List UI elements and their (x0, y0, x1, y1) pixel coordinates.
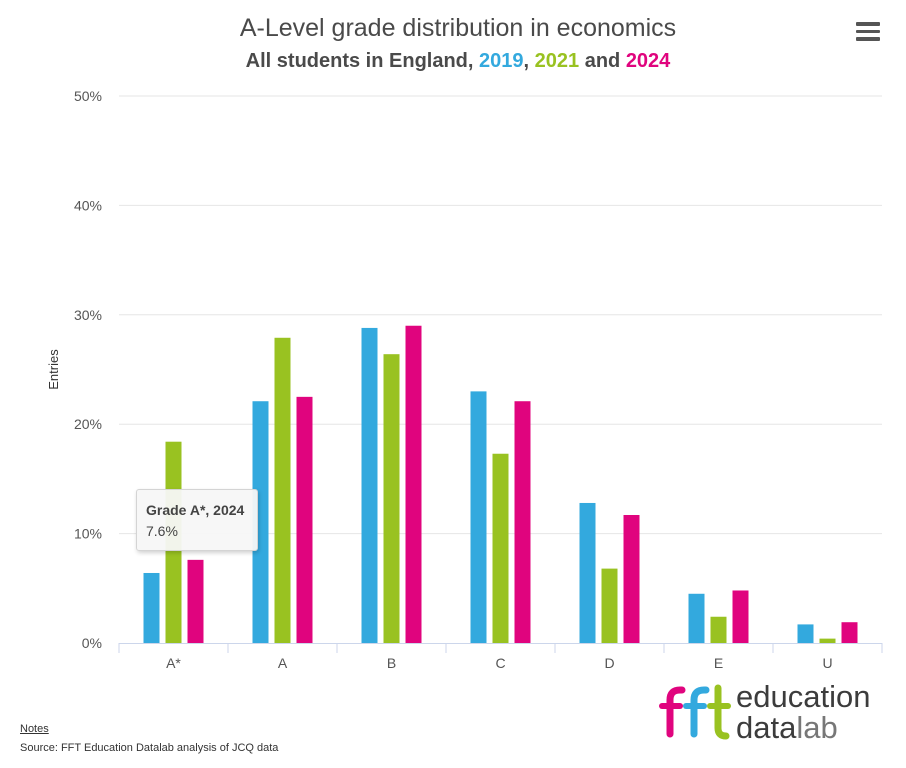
subtitle-year-2024: 2024 (625, 50, 671, 72)
bar-2019 (252, 401, 269, 643)
bar-2024 (187, 559, 204, 643)
bar-2024 (296, 396, 313, 643)
bar-2021 (601, 568, 618, 643)
fft-logo (659, 684, 731, 740)
x-tick-label: D (604, 655, 614, 671)
source-note: Source: FFT Education Datalab analysis o… (20, 742, 279, 754)
bar-2024 (841, 622, 858, 643)
bar-2019 (361, 327, 378, 643)
chart-subtitle: All students in England, 2019, 2021 and … (0, 50, 906, 73)
bar-2024 (514, 401, 531, 643)
y-axis-title: Entries (46, 349, 61, 390)
x-tick-label: B (387, 655, 396, 671)
logo-lab: lab (796, 710, 838, 745)
bar-2021 (274, 337, 291, 643)
subtitle-separator: , (523, 50, 535, 72)
y-tick-label: 30% (74, 307, 102, 323)
x-tick-label: A (278, 655, 288, 671)
subtitle-year-2019: 2019 (479, 50, 524, 72)
x-tick-label: A* (166, 655, 181, 671)
y-tick-label: 50% (74, 88, 102, 104)
chart-title: A-Level grade distribution in economics (239, 14, 677, 42)
bar-2024 (623, 515, 640, 643)
y-tick-label: 40% (74, 197, 102, 213)
chart-tooltip: Grade A*, 2024 7.6% (136, 489, 258, 551)
bar-2021 (819, 638, 836, 643)
x-tick-label: U (822, 655, 832, 671)
tooltip-value: 7.6% (146, 523, 178, 539)
bar-2021 (492, 453, 509, 643)
bar-2024 (405, 325, 422, 643)
bar-2019 (797, 624, 814, 643)
logo-line-education: education (736, 679, 871, 714)
bar-2019 (143, 572, 160, 643)
logo-data: data (736, 710, 797, 745)
subtitle-and: and (579, 50, 626, 72)
notes-link[interactable]: Notes (20, 723, 49, 735)
bar-2019 (579, 502, 596, 643)
bar-2024 (732, 590, 749, 643)
x-tick-label: C (495, 655, 505, 671)
subtitle-year-2021: 2021 (534, 50, 580, 72)
subtitle-prefix: All students in England, (245, 50, 480, 72)
y-tick-label: 10% (74, 526, 102, 542)
bar-2019 (688, 593, 705, 643)
x-tick-label: E (714, 655, 723, 671)
logo-line-datalab: datalab (736, 712, 870, 743)
y-tick-label: 20% (74, 416, 102, 432)
tooltip-title: Grade A*, 2024 (146, 502, 245, 518)
bar-2021 (710, 616, 727, 643)
bar-2019 (470, 391, 487, 643)
bar-2021 (383, 354, 400, 643)
logo-wordmark: education datalab (736, 681, 870, 743)
y-tick-label: 0% (82, 635, 102, 651)
hamburger-menu-icon[interactable] (856, 22, 880, 46)
